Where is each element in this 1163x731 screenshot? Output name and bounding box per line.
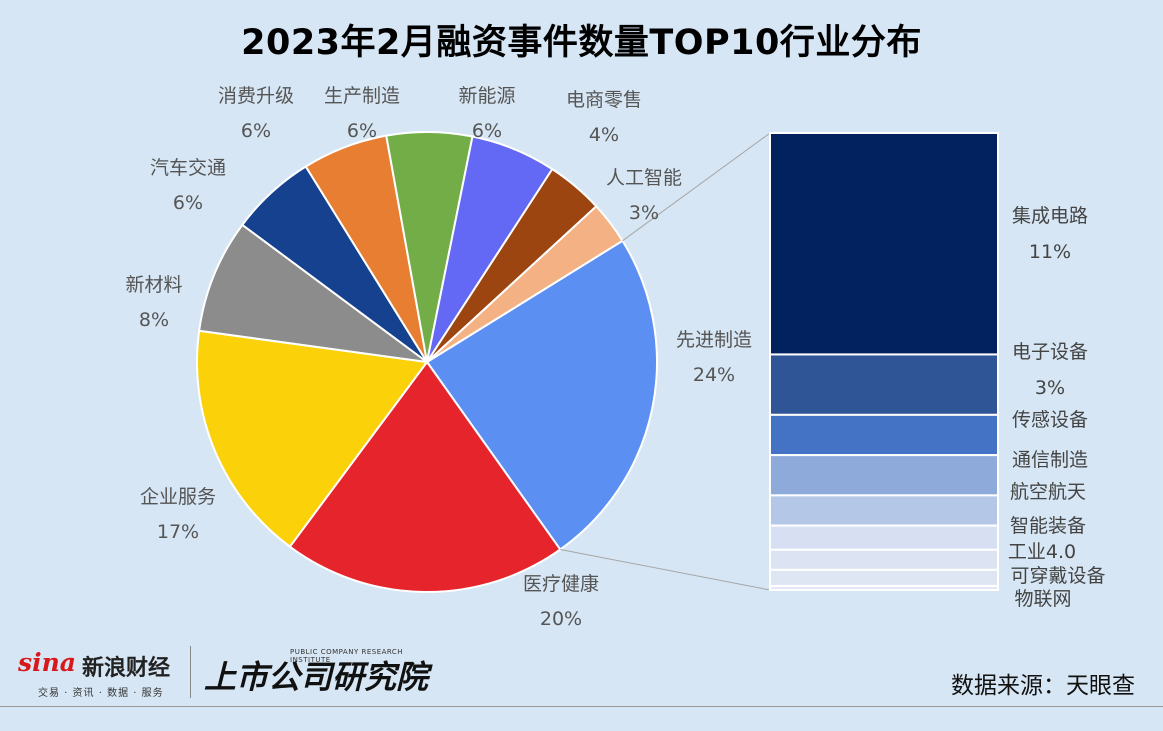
breakdown-percent: 3% <box>1035 377 1065 399</box>
connector-line <box>560 548 771 591</box>
breakdown-bar <box>769 132 999 591</box>
pie-slice-label: 先进制造 <box>676 329 752 351</box>
breakdown-label: 智能装备 <box>1010 515 1086 537</box>
breakdown-segment <box>769 413 999 457</box>
breakdown-segment <box>769 524 999 551</box>
pie-slice-percent: 4% <box>589 124 619 146</box>
breakdown-segment <box>769 568 999 587</box>
pie-slice-label: 企业服务 <box>140 486 216 508</box>
breakdown-label: 可穿戴设备 <box>1010 565 1105 587</box>
pie-slice-label: 新能源 <box>458 85 515 107</box>
sina-slogan: 交易 · 资讯 · 数据 · 服务 <box>38 688 164 699</box>
breakdown-segment <box>769 454 999 497</box>
institute-logo: 上市公司研究院 <box>204 658 429 696</box>
breakdown-segment <box>769 132 999 356</box>
breakdown-label: 物联网 <box>1014 588 1071 610</box>
connector-line <box>622 132 771 242</box>
footer-logos: sina 新浪财经 交易 · 资讯 · 数据 · 服务 PUBLIC COMPA… <box>18 644 438 704</box>
pie-slice-label: 医疗健康 <box>523 573 599 595</box>
pie-chart <box>196 131 658 593</box>
pie-slice-label: 新材料 <box>125 274 182 296</box>
pie-labels: 先进制造 24% 医疗健康 20% 企业服务 17% 新材料 8% 汽车交通 6% 消费升级 6% 生产… <box>125 85 752 630</box>
pie-slice-percent: 24% <box>693 364 735 386</box>
pie-slice-percent: 6% <box>241 120 271 142</box>
pie-slice-percent: 6% <box>347 120 377 142</box>
breakdown-segment <box>769 584 999 591</box>
pie-slice-label: 电商零售 <box>566 89 642 111</box>
breakdown-labels: 集成电路 11% 电子设备 3% 传感设备通信制造航空航天智能装备工业4.0可穿戴设备物… <box>1008 205 1106 610</box>
chart-title: 2023年2月融资事件数量TOP10行业分布 <box>241 23 922 63</box>
pie-slice-percent: 8% <box>139 309 169 331</box>
breakdown-connectors <box>560 132 771 591</box>
breakdown-segment <box>769 548 999 571</box>
pie-slice-percent: 20% <box>540 608 582 630</box>
breakdown-percent: 11% <box>1029 241 1071 263</box>
sina-finance-name: 新浪财经 <box>82 656 171 681</box>
pie-slice <box>198 223 428 363</box>
breakdown-label: 电子设备 <box>1012 341 1088 363</box>
pie-slice-percent: 6% <box>472 120 502 142</box>
pie-slice <box>425 239 658 551</box>
sina-logo: sina <box>18 648 76 677</box>
logo-divider <box>190 646 191 698</box>
breakdown-label: 传感设备 <box>1012 409 1088 431</box>
pie-slice <box>196 329 429 549</box>
pie-slice <box>288 360 562 593</box>
institute-english-name: PUBLIC COMPANY RESEARCH INSTITUTE <box>290 648 404 664</box>
pie-slice-label: 生产制造 <box>324 85 400 107</box>
pie-slice-label: 人工智能 <box>606 167 682 189</box>
bottom-divider <box>0 706 1163 707</box>
breakdown-label: 集成电路 <box>1012 205 1088 227</box>
breakdown-segment <box>769 494 999 527</box>
pie-slice-label: 汽车交通 <box>150 157 226 179</box>
pie-slice-percent: 6% <box>173 192 203 214</box>
breakdown-label: 航空航天 <box>1010 481 1086 503</box>
pie-slice-percent: 17% <box>157 521 199 543</box>
pie-slice-percent: 3% <box>629 202 659 224</box>
breakdown-label: 工业4.0 <box>1008 541 1076 563</box>
data-source: 数据来源：天眼查 <box>951 673 1135 699</box>
pie-slice-label: 消费升级 <box>218 85 294 107</box>
breakdown-segment <box>769 353 999 416</box>
breakdown-label: 通信制造 <box>1012 449 1088 471</box>
